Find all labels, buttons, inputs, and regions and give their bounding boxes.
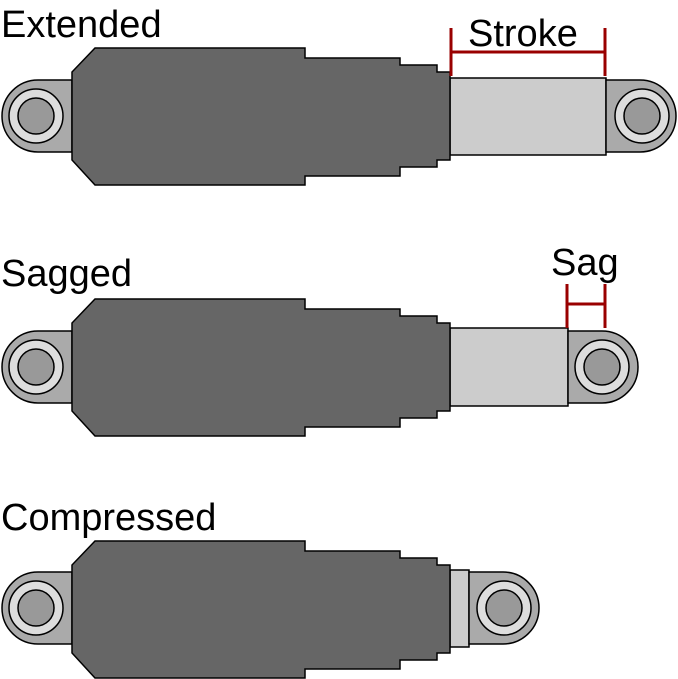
shock-extended: Extended Stroke <box>1 4 677 186</box>
state-label-extended: Extended <box>1 4 162 46</box>
shaft <box>449 327 569 407</box>
sag-label: Sag <box>551 242 619 284</box>
shock-body <box>71 298 451 437</box>
right-eyelet <box>468 571 540 645</box>
right-eyelet <box>605 79 677 153</box>
shock-body <box>71 540 451 679</box>
shock-compressed: Compressed <box>1 497 540 679</box>
left-eyelet <box>1 571 73 645</box>
right-eyelet <box>567 330 639 404</box>
sag-dimension <box>565 284 607 328</box>
shaft <box>449 569 470 648</box>
left-eyelet <box>1 79 73 153</box>
stroke-label: Stroke <box>468 13 578 55</box>
shaft <box>449 77 607 156</box>
state-label-sagged: Sagged <box>1 253 132 295</box>
state-label-compressed: Compressed <box>1 497 216 539</box>
stroke-dimension <box>449 28 607 76</box>
shock-body <box>71 47 451 186</box>
shock-sagged: Sagged Sag <box>1 242 639 437</box>
left-eyelet <box>1 330 73 404</box>
